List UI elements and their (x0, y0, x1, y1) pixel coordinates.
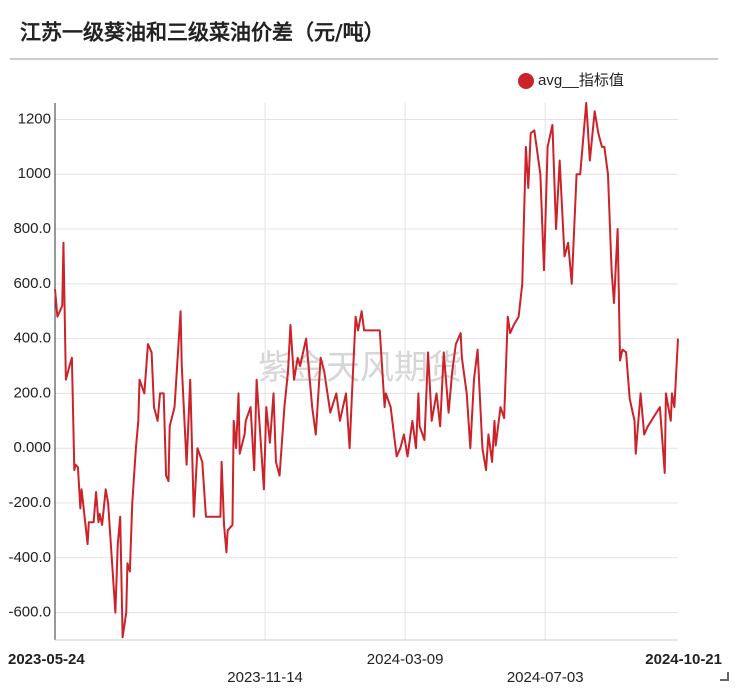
y-tick-label: 0.000 (13, 439, 51, 456)
y-tick-label: 1000 (18, 165, 51, 182)
y-tick-label: 1200 (18, 110, 51, 127)
y-tick-label: -200.0 (8, 494, 51, 511)
x-tick-label: 2023-11-14 (227, 669, 303, 684)
x-tick-label: 2024-07-03 (507, 669, 584, 684)
legend-swatch (518, 73, 534, 89)
y-tick-label: -400.0 (8, 549, 51, 566)
legend-label: avg__指标值 (538, 72, 624, 89)
data-line (54, 102, 679, 639)
y-tick-label: 200.0 (13, 384, 51, 401)
corner-mark (720, 672, 729, 681)
y-tick-label: 600.0 (13, 275, 51, 292)
x-tick-label: 2024-03-09 (367, 651, 444, 668)
x-tick-label: 2024-10-21 (645, 651, 722, 668)
x-tick-label: 2023-05-24 (8, 651, 85, 668)
y-tick-label: -600.0 (8, 604, 51, 621)
y-tick-label: 800.0 (13, 220, 51, 237)
y-tick-label: 400.0 (13, 330, 51, 347)
chart-title: 江苏一级葵油和三级菜油价差（元/吨） (20, 20, 385, 45)
